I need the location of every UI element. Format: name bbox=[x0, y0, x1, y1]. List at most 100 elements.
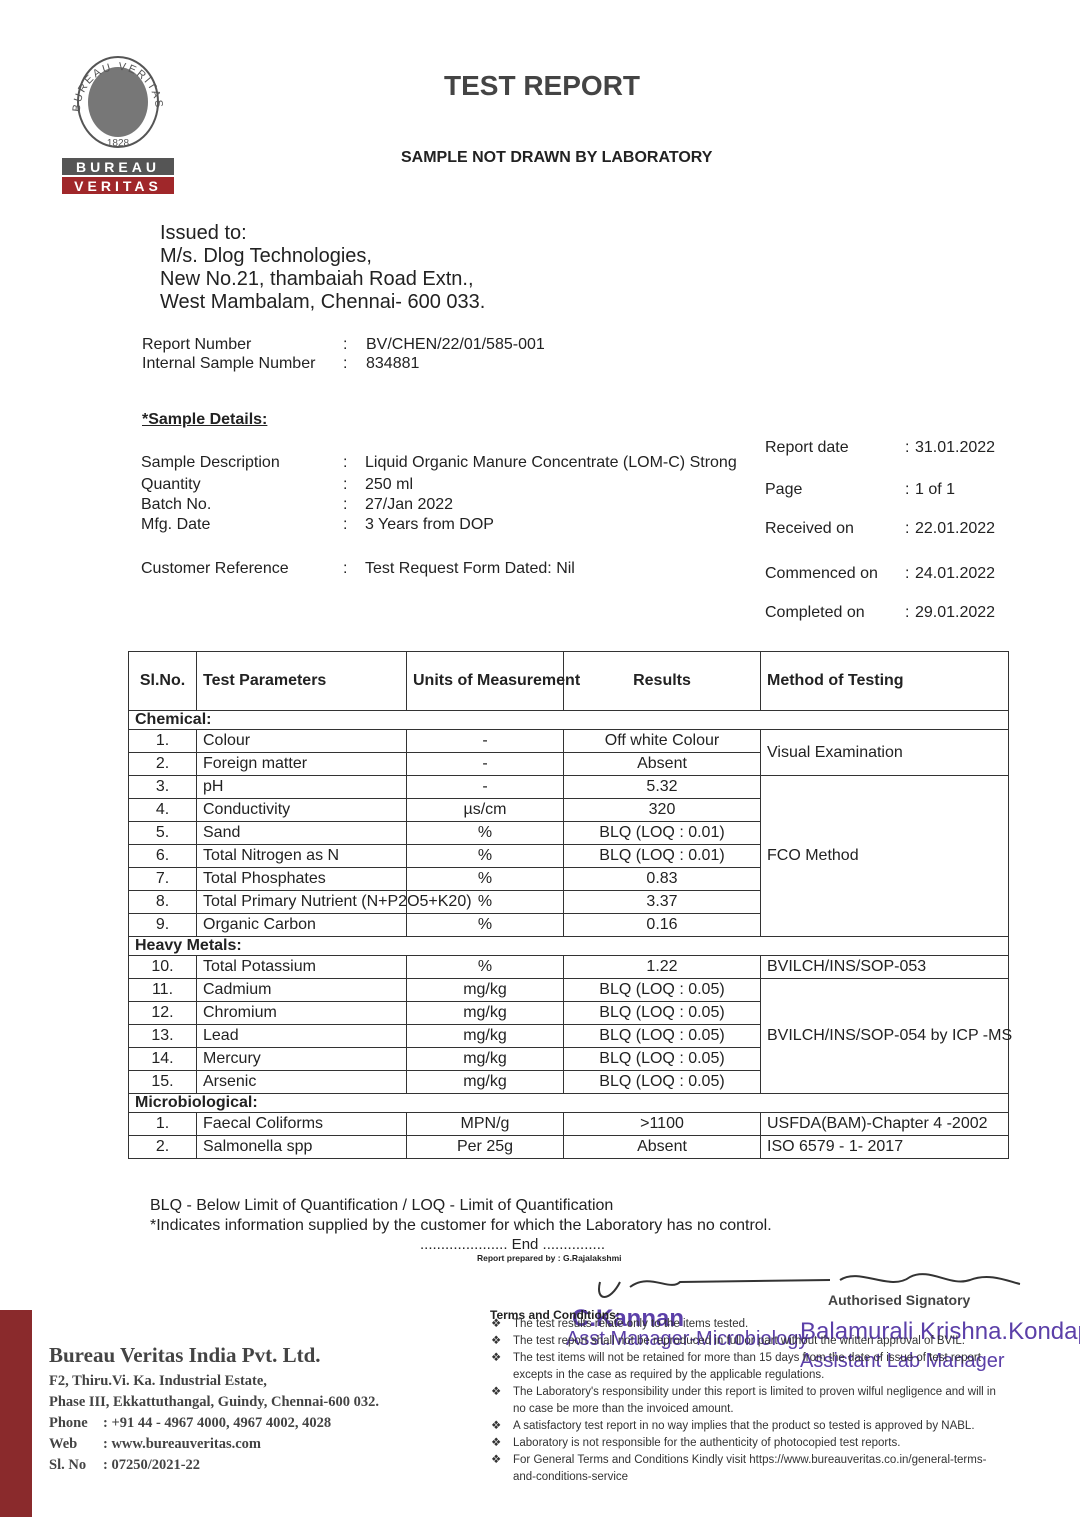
date-value: 1 of 1 bbox=[915, 481, 956, 498]
logo-word: VERITAS bbox=[74, 178, 162, 194]
result: BLQ (LOQ : 0.01) bbox=[563, 844, 761, 868]
issued-line: New No.21, thambaiah Road Extn., bbox=[160, 268, 474, 290]
method: FCO Method bbox=[760, 775, 1009, 937]
data-row: 1. Faecal Coliforms MPN/g >1100 USFDA(BAM)-C… bbox=[128, 1112, 1009, 1136]
detail-label: Quantity bbox=[141, 476, 201, 493]
unit: mg/kg bbox=[406, 1001, 564, 1025]
sl-no: 8. bbox=[128, 890, 197, 914]
note: BLQ - Below Limit of Quantification / LO… bbox=[150, 1197, 614, 1214]
unit: - bbox=[406, 752, 564, 776]
data-row: 12. Chromium mg/kg BLQ (LOQ : 0.05) bbox=[128, 1001, 1009, 1025]
result: 1.22 bbox=[563, 955, 761, 979]
result: Absent bbox=[563, 1135, 761, 1159]
logo-word: BUREAU bbox=[76, 159, 160, 175]
section-row: Microbiological: bbox=[128, 1093, 1009, 1113]
detail-value: 250 ml bbox=[365, 476, 414, 493]
term-item: For General Terms and Conditions Kindly … bbox=[491, 1452, 1003, 1486]
column-header: Test Parameters bbox=[196, 651, 407, 711]
parameter: Total Phosphates bbox=[196, 867, 407, 891]
parameter: Lead bbox=[196, 1024, 407, 1048]
section-name: Chemical: bbox=[128, 710, 1009, 730]
signature-scribble bbox=[598, 1273, 1021, 1298]
header-row: Sl.No. Test Parameters Units of Measuremen… bbox=[128, 651, 1009, 711]
parameter: Mercury bbox=[196, 1047, 407, 1071]
result: >1100 bbox=[563, 1112, 761, 1136]
date-label: Received on bbox=[765, 520, 854, 537]
id-label: Internal Sample Number bbox=[142, 355, 316, 372]
parameter: Sand bbox=[196, 821, 407, 845]
detail-value: Liquid Organic Manure Concentrate (LOM-C… bbox=[365, 454, 737, 471]
sl-no: 12. bbox=[128, 1001, 197, 1025]
company-name: Bureau Veritas India Pvt. Ltd. bbox=[49, 1343, 321, 1367]
notes: BLQ - Below Limit of Quantification / LO… bbox=[150, 1196, 772, 1236]
sl-no: 6. bbox=[128, 844, 197, 868]
logo: BUREAU VERITAS 1828 BUREAU VERITAS bbox=[62, 56, 174, 194]
detail-value: Test Request Form Dated: Nil bbox=[365, 560, 575, 577]
detail-value: 3 Years from DOP bbox=[365, 516, 494, 533]
sl-no: 2. bbox=[128, 752, 197, 776]
unit: - bbox=[406, 729, 564, 753]
contact-row: Web: www.bureauveritas.com bbox=[49, 1434, 379, 1455]
contact-label: Web bbox=[49, 1436, 78, 1452]
section-row: Heavy Metals: bbox=[128, 936, 1009, 956]
parameter: Arsenic bbox=[196, 1070, 407, 1094]
date-label: Report date bbox=[765, 439, 849, 456]
contact-row: Phone: +91 44 - 4967 4000, 4967 4002, 40… bbox=[49, 1413, 379, 1434]
parameter: Chromium bbox=[196, 1001, 407, 1025]
colon: : bbox=[343, 516, 348, 533]
term-item: The test results relate only to the item… bbox=[491, 1316, 1003, 1333]
date-label: Commenced on bbox=[765, 565, 878, 582]
unit: % bbox=[406, 890, 564, 914]
sl-no: 5. bbox=[128, 821, 197, 845]
prepared-by: Report prepared by : G.Rajalakshmi bbox=[477, 1253, 622, 1263]
sl-no: 4. bbox=[128, 798, 197, 822]
column-header: Method of Testing bbox=[760, 651, 1009, 711]
date-label: Completed on bbox=[765, 604, 865, 621]
unit: mg/kg bbox=[406, 1047, 564, 1071]
sl-no: 3. bbox=[128, 775, 197, 799]
id-label: Report Number bbox=[142, 336, 252, 353]
colon: : bbox=[905, 439, 910, 456]
result: 0.83 bbox=[563, 867, 761, 891]
unit: mg/kg bbox=[406, 1024, 564, 1048]
unit: - bbox=[406, 775, 564, 799]
result: 5.32 bbox=[563, 775, 761, 799]
sl-no: 9. bbox=[128, 913, 197, 937]
result: BLQ (LOQ : 0.01) bbox=[563, 821, 761, 845]
parameter: Total Potassium bbox=[196, 955, 407, 979]
unit: % bbox=[406, 867, 564, 891]
unit: mg/kg bbox=[406, 1070, 564, 1094]
sl-no: 2. bbox=[128, 1135, 197, 1159]
term-item: The Laboratory's responsibility under th… bbox=[491, 1384, 1003, 1418]
result: BLQ (LOQ : 0.05) bbox=[563, 1001, 761, 1025]
sl-no: 11. bbox=[128, 978, 197, 1002]
sl-no: 1. bbox=[128, 729, 197, 753]
parameter: Cadmium bbox=[196, 978, 407, 1002]
results-table: Sl.No. Test Parameters Units of Measuremen… bbox=[128, 651, 1012, 1159]
address-line: Phase III, Ekkattuthangal, Guindy, Chenn… bbox=[49, 1394, 379, 1410]
section-name: Microbiological: bbox=[128, 1093, 1009, 1113]
data-row: 1. Colour - Off white Colour Visual Examinat… bbox=[128, 729, 1009, 776]
colon: : bbox=[343, 560, 348, 577]
date-label: Page bbox=[765, 481, 803, 498]
unit: mg/kg bbox=[406, 978, 564, 1002]
colon: : bbox=[343, 355, 348, 372]
result: BLQ (LOQ : 0.05) bbox=[563, 1024, 761, 1048]
date-value: 31.01.2022 bbox=[915, 439, 996, 456]
unit: MPN/g bbox=[406, 1112, 564, 1136]
contact-label: Phone bbox=[49, 1415, 88, 1431]
data-row: 5. Sand% BLQ (LOQ : 0.01) bbox=[128, 821, 1009, 845]
unit: % bbox=[406, 821, 564, 845]
sl-no: 15. bbox=[128, 1070, 197, 1094]
sl-no: 10. bbox=[128, 955, 197, 979]
side-band bbox=[0, 1310, 32, 1517]
terms-list: The test results relate only to the item… bbox=[491, 1316, 1003, 1486]
data-row: 7. Total Phosphates% 0.83 bbox=[128, 867, 1009, 891]
data-row: 10. Total Potassium% 1.22 BVILCH/INS/SOP-05… bbox=[128, 955, 1009, 979]
data-row: 11. Cadmium mg/kg BLQ (LOQ : 0.05) BVILCH/IN… bbox=[128, 978, 1012, 1094]
parameter: Conductivity bbox=[196, 798, 407, 822]
data-row: 3. pH -5.32 FCO Method bbox=[128, 775, 1009, 937]
colon: : bbox=[343, 476, 348, 493]
note: *Indicates information supplied by the c… bbox=[150, 1217, 772, 1234]
method: BVILCH/INS/SOP-053 bbox=[760, 955, 1009, 979]
